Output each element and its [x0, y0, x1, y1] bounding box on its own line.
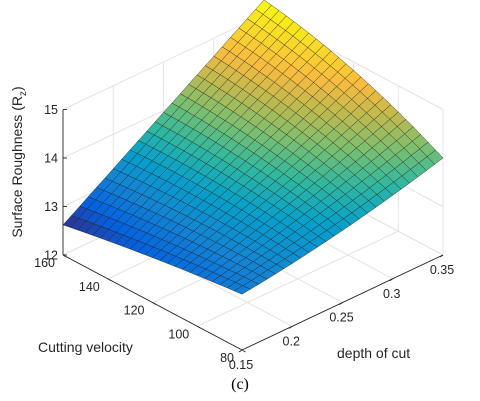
z-tick-label: 13: [44, 200, 58, 214]
y-tick-label: 80: [220, 351, 234, 365]
axes: [62, 109, 444, 353]
y-tick-mark: [197, 325, 201, 329]
y-tick-mark: [152, 302, 157, 305]
x-tick-mark: [238, 349, 243, 353]
z-tick-label: 15: [44, 103, 58, 117]
y-tick-label: 140: [79, 280, 100, 294]
x-tick-label: 0.2: [283, 334, 300, 348]
y-tick-label: 160: [34, 256, 55, 270]
y-tick-mark: [241, 349, 246, 353]
x-tick-label: 0.15: [229, 358, 253, 372]
surface-mesh: [62, 0, 444, 295]
x-tick-label: 0.35: [430, 263, 454, 277]
x-tick-label: 0.3: [383, 287, 400, 301]
x-tick-label: 0.25: [329, 311, 353, 325]
x-tick-mark: [289, 325, 293, 329]
z-tick-label: 12: [44, 249, 58, 263]
z-tick-label: 14: [44, 152, 58, 166]
grid-line: [197, 230, 399, 327]
x-axis-label: depth of cut: [337, 345, 410, 361]
y-tick-label: 120: [124, 304, 145, 318]
z-axis-label: Surface Roughness (Rz): [9, 86, 29, 237]
y-axis-label: Cutting velocity: [38, 339, 133, 355]
figure-caption: (c): [231, 376, 249, 393]
x-tick-mark: [339, 302, 343, 305]
x-tick-mark: [389, 278, 393, 282]
y-tick-mark: [107, 278, 112, 282]
y-tick-label: 100: [168, 327, 189, 341]
surface-cell: [234, 285, 251, 295]
x-tick-mark: [439, 254, 444, 258]
grid-line: [62, 14, 265, 110]
